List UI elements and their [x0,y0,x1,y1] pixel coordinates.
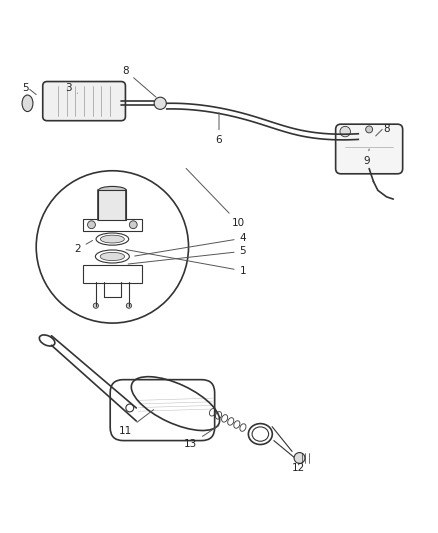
Circle shape [129,221,137,229]
Text: 5: 5 [22,83,28,93]
Text: 3: 3 [66,83,78,93]
Ellipse shape [126,303,131,308]
FancyBboxPatch shape [99,190,126,220]
Ellipse shape [22,95,33,111]
Text: 10: 10 [186,168,245,228]
Text: 1: 1 [126,249,246,276]
Text: 12: 12 [292,463,305,473]
Text: 8: 8 [383,124,390,134]
FancyBboxPatch shape [336,124,403,174]
Circle shape [88,221,95,229]
Text: 5: 5 [128,246,246,264]
Ellipse shape [95,250,129,263]
Circle shape [340,126,350,137]
Ellipse shape [100,235,124,243]
Text: 13: 13 [184,425,219,449]
Text: 11: 11 [119,410,154,436]
Ellipse shape [93,303,99,308]
Ellipse shape [154,97,166,109]
Ellipse shape [294,453,305,463]
Circle shape [366,126,373,133]
Text: 2: 2 [74,240,92,254]
Text: 8: 8 [122,66,156,97]
Text: 6: 6 [215,112,223,146]
Text: 4: 4 [135,233,246,256]
Ellipse shape [100,252,124,261]
Ellipse shape [96,233,129,245]
Ellipse shape [99,187,126,194]
Text: 9: 9 [364,149,370,166]
FancyBboxPatch shape [43,82,125,120]
